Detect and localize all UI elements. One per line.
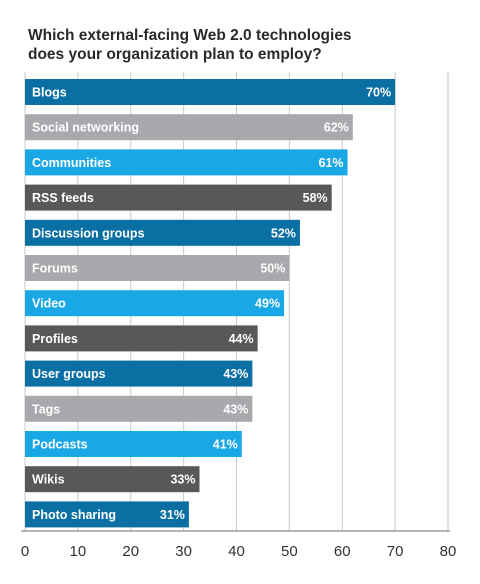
bar — [25, 466, 200, 493]
x-tick-label: 70 — [387, 543, 404, 560]
bar-category-label: Tags — [32, 402, 60, 416]
x-tick-label: 80 — [440, 543, 457, 560]
bar-value-label: 44% — [229, 332, 254, 346]
bar — [25, 255, 290, 281]
bar — [25, 290, 285, 317]
bar-category-label: Profiles — [32, 332, 78, 346]
bar-category-label: Forums — [32, 262, 78, 276]
bar-category-label: Photo sharing — [32, 508, 116, 522]
x-tick-label: 10 — [70, 543, 87, 560]
bar — [25, 360, 253, 387]
bar-category-label: Video — [32, 297, 66, 311]
chart-title-line-1: Which external-facing Web 2.0 technologi… — [28, 27, 352, 44]
bar-category-label: Discussion groups — [32, 226, 145, 240]
bar — [25, 501, 189, 528]
bar-value-label: 70% — [366, 86, 391, 100]
bar-category-label: Social networking — [32, 121, 139, 135]
bar — [25, 79, 396, 105]
bar — [25, 114, 353, 141]
chart-title-line-2: does your organization plan to employ? — [28, 46, 322, 63]
bar-category-label: Communities — [32, 156, 111, 170]
bar-value-label: 33% — [170, 473, 195, 487]
bar-value-label: 58% — [303, 191, 328, 205]
x-tick-label: 40 — [228, 543, 245, 560]
bar-value-label: 43% — [223, 367, 248, 381]
x-axis: 0 10 20 30 40 50 60 70 80 — [21, 530, 457, 560]
bar-value-label: 41% — [213, 438, 238, 452]
x-tick-label: 50 — [281, 543, 298, 560]
x-tick-label: 60 — [334, 543, 351, 560]
x-tick-label: 30 — [175, 543, 192, 560]
bar-value-label: 61% — [319, 156, 344, 170]
bar-category-label: User groups — [32, 367, 106, 381]
bar-category-label: Podcasts — [32, 438, 88, 452]
bar-value-label: 52% — [271, 226, 296, 240]
bar — [25, 395, 253, 422]
bar-value-label: 43% — [223, 402, 248, 416]
bar-category-label: RSS feeds — [32, 191, 94, 205]
bar — [25, 431, 242, 457]
bar-category-label: Blogs — [32, 86, 67, 100]
bar — [25, 184, 332, 211]
bar-value-label: 49% — [255, 297, 280, 311]
x-tick-label: 0 — [21, 543, 29, 560]
bar — [25, 219, 300, 246]
bar-value-label: 50% — [260, 262, 285, 276]
bar-value-label: 31% — [160, 508, 185, 522]
bar — [25, 149, 348, 176]
bar-category-label: Wikis — [32, 473, 65, 487]
x-tick-label: 20 — [122, 543, 139, 560]
bar-value-label: 62% — [324, 121, 349, 135]
bars: Blogs 70% Social networking 62% Communities 6… — [25, 79, 396, 528]
bar — [25, 325, 258, 352]
chart-title: Which external-facing Web 2.0 technologi… — [28, 26, 448, 64]
